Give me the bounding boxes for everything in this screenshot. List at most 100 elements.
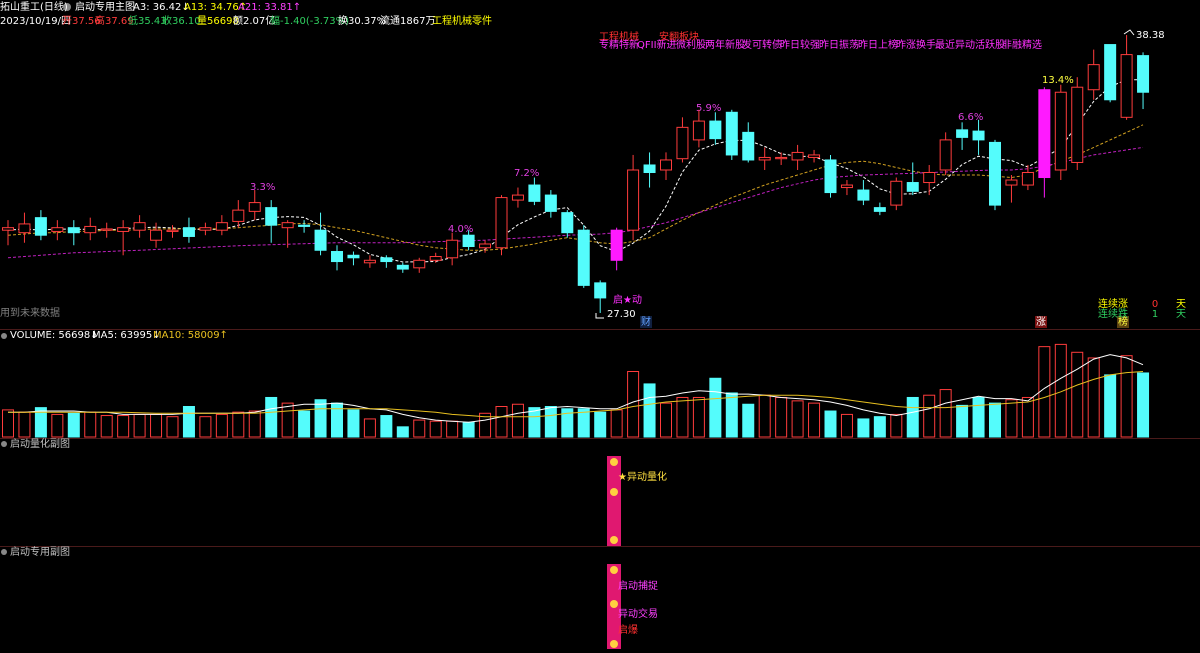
signal-icon — [610, 566, 618, 574]
candle-body — [413, 259, 426, 269]
header-item: 流通1867万 — [380, 14, 435, 27]
candle-body — [758, 156, 771, 161]
volume-bar — [544, 406, 557, 438]
candle-body — [824, 159, 837, 194]
volume-bar — [298, 410, 311, 438]
candle-body — [775, 156, 788, 160]
volume-bar — [166, 416, 179, 438]
volume-bar — [1120, 355, 1133, 438]
signal-label: 异动交易 — [618, 607, 658, 620]
annotation: 27.30 — [607, 309, 636, 320]
signal-label: ★异动量化 — [618, 470, 667, 483]
volume-bar — [857, 418, 870, 438]
volume-bar — [627, 370, 640, 438]
candle-body — [528, 184, 541, 202]
streak-label: 连续跌 — [1098, 307, 1128, 320]
candle-body — [544, 194, 557, 212]
candle-body — [1137, 55, 1150, 93]
candle-body — [577, 229, 590, 286]
candle-body — [248, 202, 261, 212]
volume-title: VOLUME: 56698↓ — [10, 330, 99, 341]
stock-tag: 昨日振荡 — [819, 38, 859, 51]
badge — [1035, 316, 1047, 328]
badge — [1117, 316, 1129, 328]
volume-bar — [363, 418, 376, 438]
candle-body — [1054, 91, 1067, 171]
candle-body — [199, 227, 212, 231]
volume-bar — [890, 413, 903, 438]
pointer — [1123, 29, 1135, 36]
streak-unit: 天 — [1176, 299, 1186, 310]
candle-body — [363, 259, 376, 264]
header-item: 换30.37% — [338, 14, 386, 27]
candle-body — [133, 222, 146, 231]
volume-bar — [594, 411, 607, 438]
candle-body — [808, 154, 821, 158]
candle-body — [100, 228, 113, 231]
streak-count: 1 — [1152, 309, 1158, 320]
volume-bar — [2, 409, 14, 438]
ma-line — [7, 124, 1144, 251]
volume-bar — [660, 402, 672, 438]
volume-bar — [1021, 396, 1034, 438]
stock-tag: 安翻板块 — [659, 30, 699, 43]
volume-bar — [18, 411, 31, 438]
annotation: 38.38 — [1136, 30, 1165, 41]
candle-body — [462, 234, 475, 247]
volume-bar — [199, 416, 212, 438]
ma-line — [7, 79, 1143, 263]
candle-body — [972, 130, 985, 141]
candle-body — [643, 164, 656, 174]
candle-body — [281, 222, 294, 229]
header-item: A21: 33.81↑ — [238, 2, 301, 13]
candle-body — [1104, 44, 1117, 101]
candle-body — [511, 194, 524, 201]
header-item: A13: 34.76↑ — [184, 2, 247, 13]
header-item: 高37.69 — [95, 14, 134, 27]
volume-bar — [511, 403, 524, 438]
volume-bar — [1071, 351, 1084, 438]
icon — [63, 3, 71, 11]
stock-tag: 专精特新 — [599, 38, 639, 51]
header-item: 低35.43 — [128, 14, 167, 27]
volume-bar — [1087, 357, 1100, 438]
stock-tag: 微利股 — [676, 38, 706, 51]
candle-body — [939, 139, 952, 171]
candle-body — [561, 212, 574, 234]
volume-bar — [824, 410, 837, 438]
annotation: 7.2% — [514, 168, 539, 179]
volume-bar — [758, 394, 771, 438]
candle-body — [117, 227, 130, 232]
candle-body — [1087, 64, 1100, 91]
signal-label: 启爆 — [618, 623, 638, 636]
signal-icon — [610, 640, 618, 648]
stock-tag: 昨日较强 — [780, 38, 820, 51]
volume-bar — [117, 415, 130, 438]
volume-bar — [1104, 374, 1117, 438]
header-item: 收36.10 — [162, 14, 201, 27]
volume-bar — [989, 402, 1001, 438]
candle-body — [989, 141, 1001, 206]
candle-body — [956, 129, 969, 138]
candle-body — [676, 126, 689, 160]
annotation: 涨 — [1036, 316, 1046, 328]
candle-body — [331, 251, 343, 263]
volume-bar — [396, 426, 409, 438]
volume-bar — [692, 396, 705, 438]
volume-bar — [182, 406, 195, 438]
candle-body — [446, 239, 459, 259]
volume-bar — [281, 402, 294, 438]
candle-body — [232, 209, 245, 222]
volume-bar — [577, 408, 590, 438]
candle-body — [1120, 54, 1133, 118]
stock-tag: 工程机械 — [599, 30, 639, 43]
header-item: 开37.56 — [62, 16, 101, 27]
volume-bar — [133, 413, 146, 438]
candle-body — [840, 184, 853, 189]
candle-body — [725, 111, 738, 156]
candle-body — [2, 227, 14, 231]
candle-body — [709, 120, 722, 140]
legend-entry: MA5: 63995↓ — [92, 330, 161, 341]
signal-icons — [607, 456, 621, 649]
